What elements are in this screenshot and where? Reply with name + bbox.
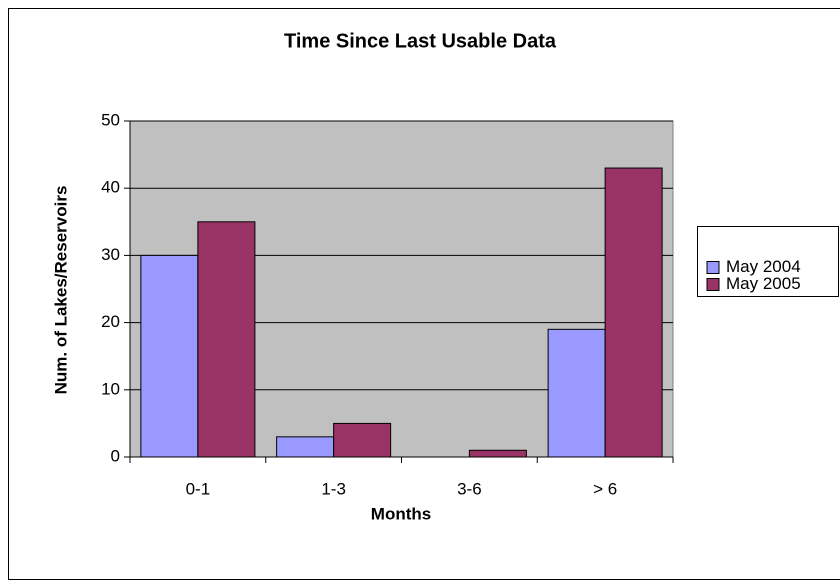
x-tick-label: 0-1 bbox=[186, 479, 211, 498]
x-axis-title: Months bbox=[371, 504, 431, 523]
bar bbox=[140, 254, 199, 458]
y-tick-label: 0 bbox=[111, 446, 120, 465]
x-tick-label: > 6 bbox=[593, 479, 617, 498]
bar bbox=[547, 328, 606, 458]
y-tick-label: 30 bbox=[101, 245, 120, 264]
y-tick-label: 40 bbox=[101, 178, 120, 197]
x-tick-label: 3-6 bbox=[457, 479, 482, 498]
bar bbox=[604, 167, 663, 458]
x-tick-label: 1-3 bbox=[321, 479, 346, 498]
y-tick-label: 10 bbox=[101, 379, 120, 398]
y-axis-title: Num. of Lakes/Reservoirs bbox=[51, 186, 70, 395]
legend-swatch bbox=[706, 261, 720, 274]
legend-box bbox=[697, 226, 839, 297]
bar bbox=[333, 422, 392, 458]
bar bbox=[468, 449, 527, 458]
legend-swatch bbox=[706, 278, 720, 291]
legend-label: May 2005 bbox=[726, 274, 801, 293]
legend-label: May 2004 bbox=[726, 257, 801, 276]
chart-title: Time Since Last Usable Data bbox=[284, 30, 557, 52]
y-tick-label: 20 bbox=[101, 312, 120, 331]
y-tick-label: 50 bbox=[101, 110, 120, 129]
bar bbox=[276, 436, 335, 458]
bar bbox=[197, 221, 256, 458]
